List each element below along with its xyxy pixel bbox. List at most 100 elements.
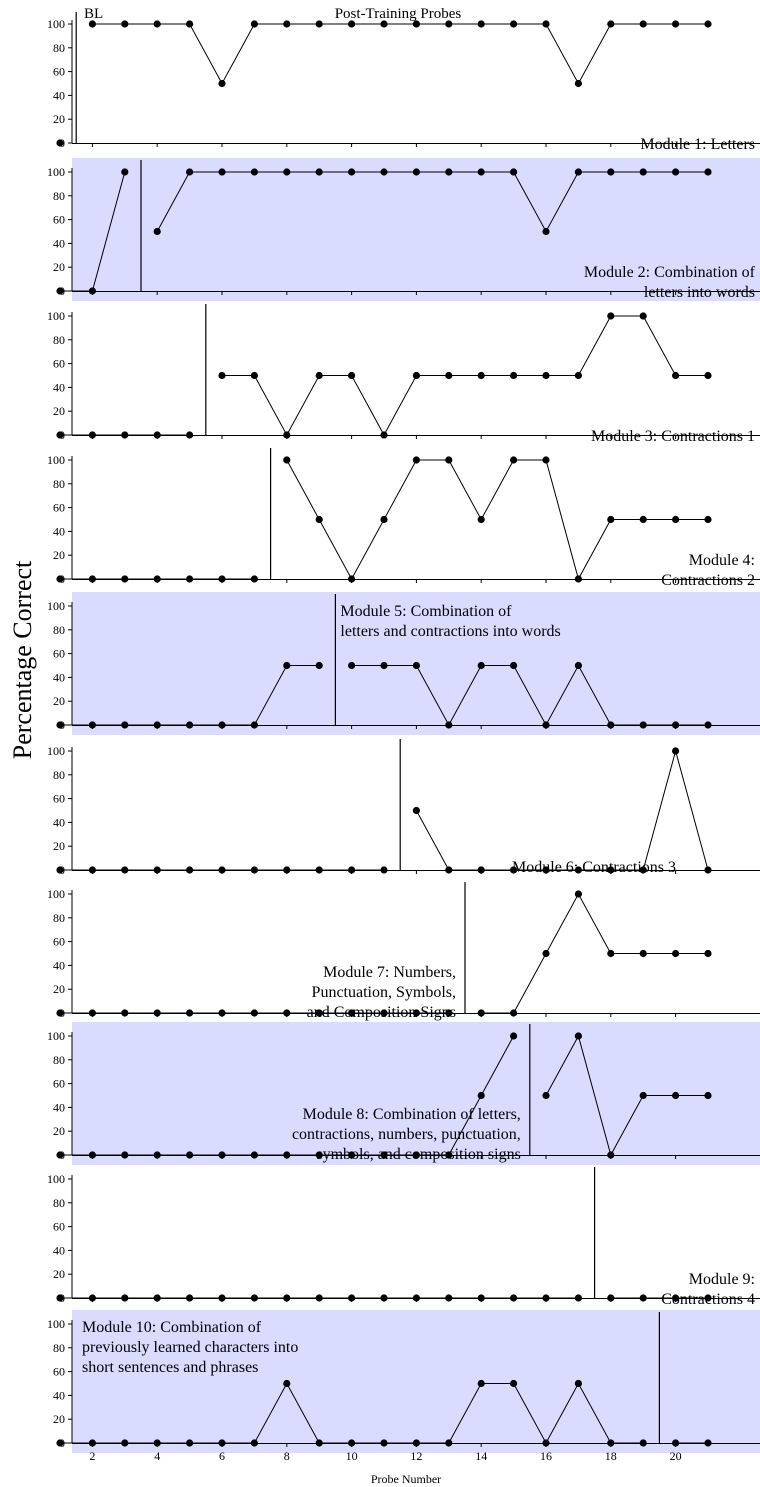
data-point	[348, 661, 356, 670]
data-point	[153, 1439, 161, 1447]
y-tick-label: 60	[53, 357, 65, 371]
module-label-line: Module 5: Combination of	[340, 603, 512, 620]
module-label-line: Module 6: Contractions 3	[512, 859, 676, 876]
data-point	[88, 575, 96, 583]
y-tick-label: 40	[53, 1388, 65, 1402]
y-tick-label: 100	[47, 599, 65, 613]
y-tick-label: 60	[53, 213, 65, 227]
data-point	[186, 20, 194, 28]
data-point	[607, 1151, 615, 1159]
data-point	[153, 1009, 161, 1017]
module-label-line: Module 9:	[689, 1271, 755, 1288]
data-point	[121, 1294, 129, 1302]
data-point	[509, 1294, 518, 1302]
data-point	[56, 431, 64, 439]
data-point	[315, 1439, 323, 1447]
panel-shade-2	[72, 158, 760, 301]
series-line	[351, 664, 708, 727]
data-point	[283, 1151, 291, 1159]
data-point	[56, 721, 64, 729]
y-tick-label: 100	[47, 744, 65, 758]
data-point	[56, 1009, 64, 1017]
data-point	[412, 456, 420, 464]
data-point	[186, 168, 194, 176]
data-point	[315, 1294, 323, 1302]
y-tick-label: 40	[53, 380, 65, 394]
data-point	[412, 661, 420, 670]
data-point	[542, 456, 550, 464]
data-point	[56, 575, 64, 583]
data-point	[672, 1091, 680, 1100]
module-label-line: letters and contractions into words	[340, 623, 560, 640]
data-point	[509, 1032, 518, 1040]
x-axis-title: Probe Number	[371, 1472, 441, 1486]
data-point	[477, 1379, 485, 1388]
y-tick-label: 60	[53, 1365, 65, 1379]
post-training-label: Post-Training Probes	[335, 6, 462, 22]
data-point	[542, 949, 550, 958]
y-tick-label: 80	[53, 1196, 65, 1210]
data-point	[412, 1009, 420, 1017]
data-point	[509, 866, 518, 874]
module-label-line: Module 3: Contractions 1	[591, 428, 755, 445]
data-point	[445, 168, 453, 176]
data-point	[672, 20, 680, 28]
data-point	[704, 20, 712, 28]
y-tick-label: 60	[53, 792, 65, 806]
series-line	[222, 315, 708, 437]
module-label-line: Contractions 2	[661, 572, 755, 589]
y-tick-label: 40	[53, 88, 65, 102]
panel-2: 020406080100Module 2: Combination oflett…	[47, 160, 760, 301]
panel-3: 020406080100Module 3: Contractions 1	[47, 304, 760, 445]
module-label-line: previously learned characters into	[82, 1339, 298, 1356]
data-point	[121, 1439, 129, 1447]
data-point	[412, 1294, 420, 1302]
data-point	[445, 721, 453, 729]
data-point	[348, 866, 356, 874]
data-point	[283, 1379, 291, 1388]
data-point	[121, 1009, 129, 1017]
data-point	[283, 866, 291, 874]
data-point	[153, 866, 161, 874]
y-tick-label: 100	[47, 1029, 65, 1043]
y-tick-label: 60	[53, 1220, 65, 1234]
data-point	[607, 949, 615, 958]
data-point	[348, 20, 356, 28]
data-point	[509, 371, 518, 380]
data-point	[56, 139, 64, 147]
y-tick-label: 40	[53, 958, 65, 972]
baseline-label: BL	[84, 6, 103, 22]
module-label-line: Contractions 4	[661, 1291, 755, 1308]
data-point	[704, 721, 712, 729]
data-point	[153, 575, 161, 583]
data-point	[445, 1151, 453, 1159]
data-point	[348, 1009, 356, 1017]
data-point	[477, 1294, 485, 1302]
data-point	[186, 431, 194, 439]
y-tick-label: 20	[53, 260, 65, 274]
data-point	[477, 371, 485, 380]
data-point	[704, 1439, 712, 1447]
data-point	[283, 456, 291, 464]
data-point	[121, 431, 129, 439]
data-point	[186, 1294, 194, 1302]
data-point	[542, 227, 550, 236]
data-point	[607, 1439, 615, 1447]
data-point	[88, 287, 96, 295]
data-point	[186, 1009, 194, 1017]
y-tick-label: 20	[53, 1124, 65, 1138]
data-point	[186, 866, 194, 874]
y-tick-label: 20	[53, 694, 65, 708]
series-line	[286, 459, 708, 581]
data-point	[704, 371, 712, 380]
panel-9: 020406080100Module 9:Contractions 4	[47, 1167, 760, 1308]
data-point	[477, 1091, 485, 1100]
data-point	[704, 949, 712, 958]
y-tick-label: 20	[53, 1412, 65, 1426]
data-point	[509, 661, 518, 670]
data-point	[477, 515, 485, 524]
data-point	[607, 20, 615, 28]
data-point	[704, 1294, 712, 1302]
data-point	[542, 20, 550, 28]
